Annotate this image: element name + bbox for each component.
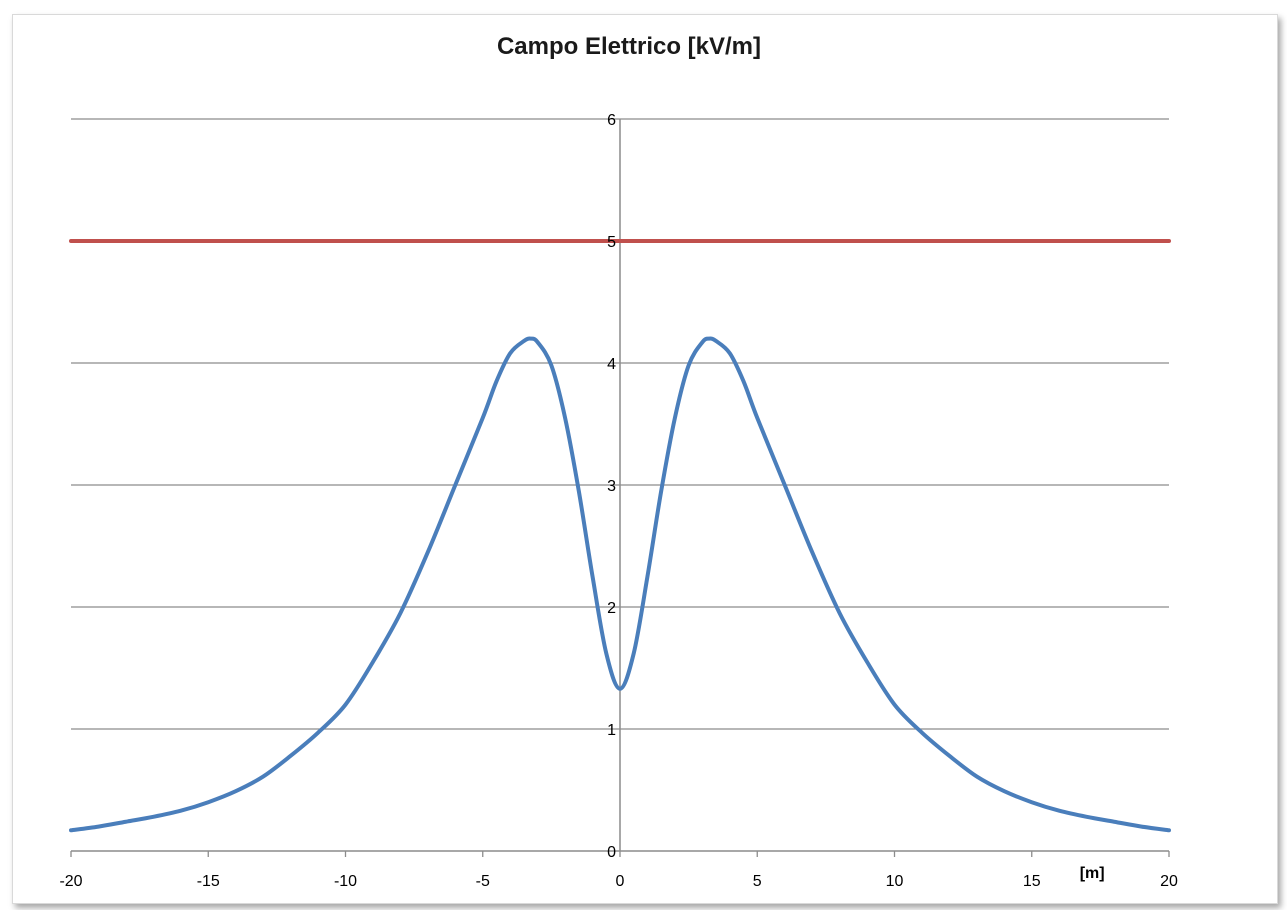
x-tick-label--15: -15 — [197, 873, 220, 890]
x-tick-label-0: 0 — [616, 873, 625, 890]
y-tick-label-5: 5 — [607, 234, 616, 251]
x-tick-label-5: 5 — [753, 873, 762, 890]
x-tick-label-20: 20 — [1160, 873, 1178, 890]
x-tick-label-10: 10 — [886, 873, 904, 890]
chart-frame: Campo Elettrico [kV/m] — [12, 14, 1278, 904]
x-tick-label--10: -10 — [334, 873, 357, 890]
y-tick-label-6: 6 — [607, 112, 616, 129]
y-tick-label-1: 1 — [607, 722, 616, 739]
y-tick-label-0: 0 — [607, 844, 616, 861]
x-tick-label-15: 15 — [1023, 873, 1041, 890]
x-tick-label--5: -5 — [476, 873, 490, 890]
x-tick-label--20: -20 — [59, 873, 82, 890]
chart-title: Campo Elettrico [kV/m] — [496, 33, 762, 60]
y-tick-label-4: 4 — [607, 356, 616, 373]
series-line-0 — [69, 336, 1171, 833]
y-tick-label-2: 2 — [607, 600, 616, 617]
y-tick-label-3: 3 — [607, 478, 616, 495]
x-unit-label: [m] — [1080, 865, 1105, 882]
